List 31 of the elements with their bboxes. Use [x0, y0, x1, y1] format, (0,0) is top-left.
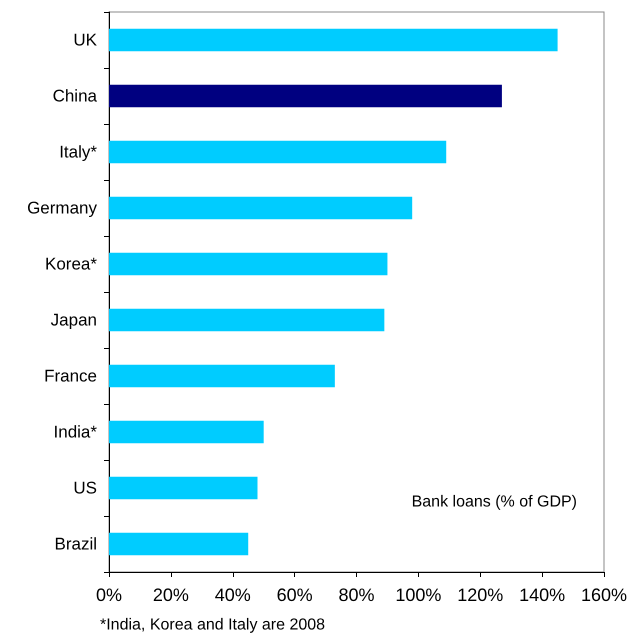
y-tick-label: China — [52, 86, 98, 106]
x-tick-label: 40% — [214, 585, 251, 605]
y-tick-label: Brazil — [54, 534, 97, 554]
x-tick-label: 20% — [152, 585, 189, 605]
x-tick-label: 120% — [457, 585, 504, 605]
y-tick-label: UK — [73, 30, 98, 50]
bar — [109, 196, 412, 220]
x-tick-label: 100% — [395, 585, 442, 605]
bar — [109, 140, 446, 164]
x-tick-label: 60% — [276, 585, 313, 605]
bar — [109, 476, 258, 500]
bar — [109, 252, 388, 276]
bar — [109, 532, 248, 556]
x-tick-label: 140% — [519, 585, 566, 605]
y-tick-label: Italy* — [59, 142, 98, 162]
bar — [109, 420, 264, 444]
bar — [109, 308, 384, 332]
bar — [109, 84, 502, 108]
text: *India, Korea and Italy are 2008 — [100, 616, 326, 634]
x-tick-label: 0% — [96, 585, 122, 605]
x-tick-label: 160% — [580, 585, 628, 605]
x-tick-label: 80% — [338, 585, 375, 605]
y-tick-label: Germany — [27, 198, 98, 218]
y-tick-label: US — [73, 478, 97, 498]
bar — [109, 28, 558, 52]
y-tick-label: France — [44, 366, 97, 386]
annotation: Bank loans (% of GDP) — [412, 494, 578, 510]
y-tick-label: India* — [54, 422, 98, 442]
y-tick-label: Korea* — [45, 254, 98, 274]
y-tick-label: Japan — [50, 310, 97, 330]
bar — [109, 364, 335, 388]
